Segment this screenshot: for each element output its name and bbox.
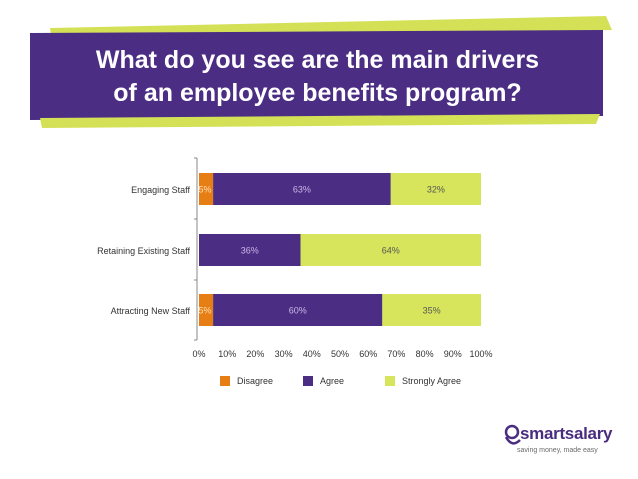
category-label: Engaging Staff bbox=[131, 185, 190, 195]
legend-swatch bbox=[385, 376, 395, 386]
data-label: 63% bbox=[293, 185, 311, 195]
logo-wordmark: smartsalary bbox=[520, 424, 613, 443]
bar-segment bbox=[199, 294, 214, 326]
x-tick-label: 50% bbox=[331, 349, 349, 359]
x-tick-label: 0% bbox=[192, 349, 205, 359]
slide-title-line-1: What do you see are the main drivers bbox=[95, 46, 540, 74]
slide-title-line-2: of an employee benefits program? bbox=[113, 79, 522, 107]
bar-segment bbox=[213, 294, 383, 326]
x-tick-label: 30% bbox=[275, 349, 293, 359]
banner-shape bbox=[30, 16, 612, 128]
x-tick-label: 10% bbox=[218, 349, 236, 359]
title-banner: What do you see are the main drivers of … bbox=[0, 0, 638, 140]
logo-tagline: saving money, made easy bbox=[517, 447, 598, 454]
x-tick-label: 60% bbox=[359, 349, 377, 359]
data-label: 64% bbox=[382, 246, 400, 256]
category-label: Attracting New Staff bbox=[111, 306, 191, 316]
legend-label: Disagree bbox=[237, 376, 273, 386]
legend-swatch bbox=[303, 376, 313, 386]
slide-title: What do you see are the main drivers of … bbox=[40, 44, 595, 110]
data-label: 32% bbox=[427, 185, 445, 195]
x-tick-label: 70% bbox=[387, 349, 405, 359]
banner-accent-bottom bbox=[40, 114, 600, 128]
legend-label: Strongly Agree bbox=[402, 376, 461, 386]
x-tick-label: 90% bbox=[444, 349, 462, 359]
smartsalary-logo-icon bbox=[504, 424, 521, 445]
data-label: 5% bbox=[198, 306, 211, 316]
data-label: 5% bbox=[198, 185, 211, 195]
data-label: 35% bbox=[423, 306, 441, 316]
legend-label: Agree bbox=[320, 376, 344, 386]
x-tick-label: 100% bbox=[469, 349, 492, 359]
legend-swatch bbox=[220, 376, 230, 386]
bar-segment bbox=[213, 173, 391, 205]
category-label: Retaining Existing Staff bbox=[97, 246, 190, 256]
bar-segment bbox=[199, 173, 214, 205]
bar-segment bbox=[199, 234, 301, 266]
bar-segment bbox=[382, 294, 481, 326]
data-label: 60% bbox=[289, 306, 307, 316]
x-tick-label: 40% bbox=[303, 349, 321, 359]
x-tick-label: 20% bbox=[246, 349, 264, 359]
bar-segment bbox=[390, 173, 481, 205]
data-label: 36% bbox=[241, 246, 259, 256]
bar-segment bbox=[300, 234, 481, 266]
banner-purple-panel bbox=[30, 30, 603, 120]
brand-logo: smartsalary saving money, made easy bbox=[502, 422, 622, 462]
x-tick-label: 80% bbox=[416, 349, 434, 359]
